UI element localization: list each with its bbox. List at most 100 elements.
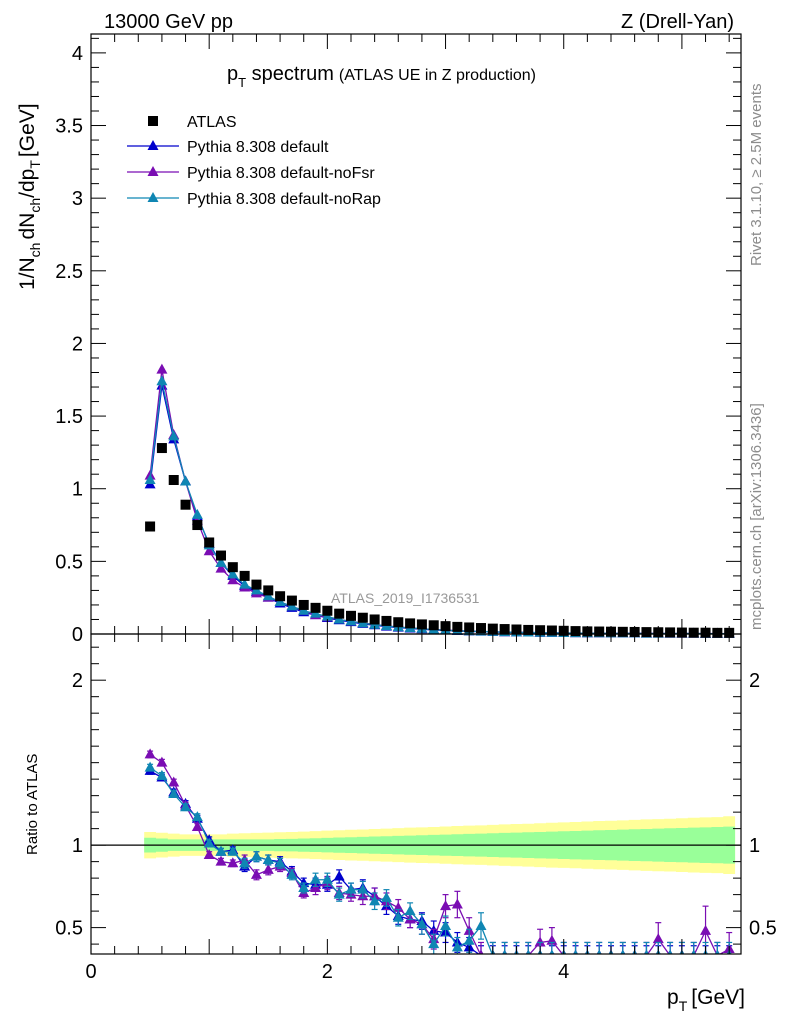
ratio-y-tick-label-right: 0.5	[749, 918, 777, 940]
main-y-tick-label: 2.5	[55, 261, 83, 283]
ratio-point-norap	[321, 873, 333, 884]
main-point-atlas	[263, 585, 274, 596]
ratio-point-norap	[525, 949, 531, 954]
ratio-point-nofsr	[652, 933, 664, 944]
main-point-norap	[239, 578, 251, 589]
ratio-point-norap	[475, 919, 487, 930]
main-point-atlas	[227, 562, 238, 573]
main-point-atlas	[192, 520, 203, 531]
ratio-y-tick-label-right: 2	[749, 670, 760, 692]
main-y-tick-label: 0.5	[55, 551, 83, 573]
ratio-point-norap	[357, 883, 369, 894]
ratio-point-nofsr	[451, 898, 463, 909]
main-y-tick-label: 3	[72, 188, 83, 210]
header-energy-label: 13000 GeV pp	[104, 11, 233, 33]
main-y-tick-label: 1	[72, 479, 83, 501]
main-point-norap	[156, 375, 168, 386]
main-point-norap	[191, 508, 203, 519]
ratio-point-norap	[573, 949, 578, 954]
main-point-norap	[144, 474, 156, 485]
ratio-clip-group	[91, 748, 741, 954]
main-point-norap	[215, 556, 227, 567]
main-point-atlas	[641, 627, 652, 638]
ratio-point-nofsr	[310, 882, 322, 893]
main-panel: 0 0.5 1 1.5 2 2.5 3 3.5 4 ATLAS_2019_I1736531	[55, 33, 742, 646]
ratio-point-norap	[416, 918, 428, 929]
ratio-point-norap	[369, 895, 381, 906]
ratio-point-nofsr	[534, 936, 546, 947]
x-tick-label: 4	[558, 961, 569, 983]
main-point-atlas	[180, 499, 191, 510]
ratio-point-norap	[345, 883, 357, 894]
main-y-tick-label: 4	[72, 43, 83, 65]
ratio-point-nofsr	[478, 949, 484, 954]
ratio-plot-marks	[91, 748, 741, 954]
main-axes: 0 0.5 1 1.5 2 2.5 3 3.5 4	[55, 34, 741, 646]
ratio-point-norap	[168, 788, 180, 798]
main-point-atlas	[712, 627, 723, 638]
ratio-point-norap	[502, 949, 508, 954]
main-point-atlas	[346, 610, 356, 621]
main-point-nofsr	[215, 562, 227, 573]
main-y-axis-label: 1/NchdNch/dpT[GeV]	[16, 103, 43, 290]
legend-marker-norap	[147, 192, 159, 202]
ratio-point-norap	[463, 934, 475, 945]
plot-title-main: p	[227, 63, 238, 85]
ratio-point-norap	[250, 850, 262, 861]
x-axis-label: pT [GeV]	[667, 986, 745, 1014]
ratio-y-tick-label-right: 1	[749, 835, 760, 857]
ratio-point-norap	[144, 761, 156, 772]
plot-title-sub: T	[238, 75, 246, 90]
ratio-point-norap	[392, 911, 404, 922]
ratio-point-norap	[333, 888, 345, 899]
ratio-point-norap	[620, 949, 626, 954]
main-point-atlas	[476, 623, 486, 634]
ratio-point-norap	[549, 949, 555, 954]
main-point-atlas	[665, 627, 676, 638]
main-point-atlas	[168, 475, 179, 486]
main-point-atlas	[298, 599, 309, 610]
ratio-point-norap	[691, 949, 697, 954]
ratio-point-nofsr	[700, 924, 712, 935]
main-point-atlas	[369, 614, 380, 625]
ratio-point-nofsr	[440, 900, 452, 911]
main-y-tick-label: 0	[72, 624, 83, 646]
x-tick-label: 2	[322, 961, 333, 983]
legend-label: Pythia 8.308 default-noFsr	[187, 165, 375, 182]
x-tick-label: 0	[85, 961, 96, 983]
main-point-atlas	[286, 595, 297, 606]
ratio-point-norap	[644, 949, 649, 954]
ratio-point-nofsr	[156, 756, 168, 767]
main-point-atlas	[393, 617, 404, 628]
ratio-point-norap	[440, 919, 452, 930]
main-point-atlas	[523, 624, 534, 635]
main-point-atlas	[275, 591, 286, 602]
ratio-point-norap	[428, 938, 440, 949]
main-point-atlas	[688, 627, 699, 638]
ratio-point-nofsr	[203, 849, 215, 860]
main-point-norap	[227, 568, 239, 579]
ratio-y-tick-label: 1	[72, 835, 83, 857]
main-y-tick-label: 3.5	[55, 116, 83, 138]
main-point-atlas	[452, 621, 463, 632]
main-point-atlas	[428, 620, 439, 631]
legend-label: ATLAS	[187, 114, 237, 131]
main-y-tick-label: 1.5	[55, 406, 83, 428]
main-point-atlas	[239, 570, 250, 581]
main-point-atlas	[145, 521, 156, 532]
legend-label: Pythia 8.308 default	[187, 139, 329, 156]
analysis-watermark: ATLAS_2019_I1736531	[331, 590, 480, 606]
ratio-axes: 0.5 0.5 1 1 2 2 0 2 4	[55, 634, 777, 983]
ratio-point-norap	[262, 853, 274, 864]
ratio-point-norap	[156, 769, 168, 780]
legend-marker-nofsr	[147, 166, 159, 176]
main-point-norap	[168, 430, 180, 441]
legend-marker-atlas	[148, 116, 158, 126]
ratio-point-norap	[714, 949, 720, 954]
main-point-atlas	[251, 579, 262, 590]
legend: ATLAS Pythia 8.308 default Pythia 8.308 de…	[127, 114, 381, 208]
ratio-point-norap	[380, 891, 392, 902]
rivet-label: Rivet 3.1.10, ≥ 2.5M events	[748, 84, 765, 267]
main-point-atlas	[499, 624, 510, 635]
